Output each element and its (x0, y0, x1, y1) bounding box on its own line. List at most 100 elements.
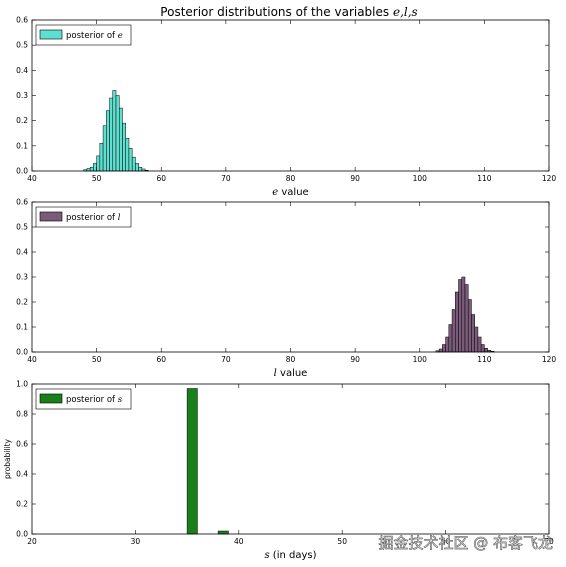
bar-l-10 (467, 299, 472, 353)
y-tick-label: 0.6 (16, 198, 28, 207)
x-tick-label: 70 (544, 537, 554, 546)
watermark-text: 掘金技术社区 @ 布客飞龙 (378, 534, 553, 552)
y-tick-label: 0.5 (16, 223, 28, 232)
bar-e-11 (118, 107, 123, 172)
bar-e-7 (106, 110, 110, 172)
x-tick-label: 40 (27, 174, 37, 183)
title-variables: e,l,s (393, 5, 418, 19)
legend-swatch (39, 393, 63, 404)
bar-l-1 (438, 348, 443, 353)
y-axis-label: probability (3, 438, 12, 479)
y-tick-label: 0.0 (16, 167, 28, 176)
plot-frame (31, 383, 550, 535)
y-tick-label: 0.5 (16, 41, 28, 50)
watermark: 掘金技术社区 @ 布客飞龙 (378, 534, 553, 553)
bar-l-13 (477, 336, 482, 353)
bar-e-15 (131, 156, 136, 172)
y-tick-label: 0.3 (16, 273, 28, 282)
bar-l-6 (455, 291, 459, 353)
x-tick-label: 110 (477, 174, 492, 183)
x-tick-label: 90 (350, 355, 360, 364)
legend-label-var: l (118, 213, 121, 223)
bar-e-9 (112, 90, 117, 172)
y-tick-label: 1.0 (16, 380, 28, 389)
x-tick-label: 120 (542, 174, 557, 183)
bar-l-4 (448, 324, 453, 353)
y-tick-label: 0.0 (16, 530, 28, 539)
y-tick-label: 0.6 (16, 440, 28, 449)
y-tick-label: 0.2 (16, 298, 28, 307)
x-axis-label: l value (274, 368, 308, 379)
bar-e-17 (138, 166, 143, 172)
legend-label: posterior of l (66, 213, 121, 223)
x-tick-label: 40 (234, 537, 244, 546)
legend-label-var: e (118, 31, 123, 41)
x-tick-label: 90 (350, 174, 360, 183)
bar-l-3 (445, 336, 450, 353)
y-tick-label: 0.8 (16, 410, 28, 419)
bar-e-5 (99, 143, 104, 172)
y-tick-label: 0.1 (16, 141, 28, 150)
legend-label-text: posterior of (66, 31, 118, 41)
y-tick-label: 0.4 (16, 248, 28, 257)
x-tick-label: 30 (131, 537, 141, 546)
legend-label-text: posterior of (66, 213, 118, 223)
x-axis-label-text: value (278, 187, 309, 198)
legend-label-text: posterior of (66, 395, 118, 405)
bar-l-12 (474, 326, 479, 353)
bar-l-14 (480, 344, 485, 353)
y-tick-label: 0.1 (16, 323, 28, 332)
x-tick-label: 60 (156, 355, 166, 364)
y-tick-label: 0.4 (16, 470, 28, 479)
bar-e-14 (128, 148, 133, 172)
bar-e-10 (115, 95, 120, 172)
x-tick-label: 60 (156, 174, 166, 183)
bar-s-1 (217, 530, 229, 535)
legend-swatch (39, 211, 63, 222)
y-tick-label: 0.3 (16, 91, 28, 100)
x-tick-label: 50 (92, 355, 102, 364)
figure-title: Posterior distributions of the variables… (160, 5, 417, 19)
y-tick-label: 0.6 (16, 16, 28, 25)
legend-swatch (39, 29, 63, 40)
x-tick-label: 70 (221, 355, 231, 364)
bar-l-5 (451, 309, 456, 353)
bar-l-2 (442, 344, 446, 353)
legend: posterior of e (35, 24, 132, 46)
x-axis-label-var: l (274, 368, 277, 379)
x-tick-label: 80 (286, 355, 296, 364)
title-prefix: Posterior distributions of the variables (160, 5, 393, 19)
legend: posterior of s (35, 388, 132, 410)
x-axis-label-text: value (277, 368, 308, 379)
bar-l-11 (471, 314, 475, 353)
y-tick-label: 0.2 (16, 500, 28, 509)
y-tick-label: 0.4 (16, 66, 28, 75)
x-tick-label: 20 (27, 537, 37, 546)
legend: posterior of l (35, 206, 132, 228)
bar-e-6 (102, 125, 107, 172)
bar-s-0 (186, 388, 198, 535)
y-tick-label: 0.0 (16, 348, 28, 357)
subplot-l-posterior: 40 50 60 70 80 90 100 110 120 0.0 0.1 0.2 0.3 0.4 0.5 0… (16, 198, 556, 380)
x-tick-label: 100 (413, 174, 428, 183)
x-tick-label: 40 (27, 355, 37, 364)
bar-l-15 (484, 348, 488, 353)
x-axis-label: e value (272, 187, 308, 198)
x-tick-label: 50 (92, 174, 102, 183)
x-tick-label: 80 (286, 174, 296, 183)
x-axis-label-var: e (272, 187, 278, 198)
bar-e-13 (125, 138, 130, 172)
y-tick-label: 0.2 (16, 116, 28, 125)
x-tick-label: 120 (542, 355, 557, 364)
bar-e-8 (109, 97, 114, 172)
bar-e-4 (96, 155, 101, 172)
legend-label-var: s (118, 395, 123, 405)
bar-e-16 (135, 163, 139, 172)
subplot-e-posterior: 40 50 60 70 80 90 100 110 120 0.0 0.1 0.2 0.3 0.4 0.5 0… (16, 16, 556, 199)
bar-e-12 (122, 122, 126, 172)
x-tick-label: 100 (413, 355, 428, 364)
x-axis-label-text: (in days) (270, 550, 317, 561)
legend-label: posterior of e (66, 31, 123, 41)
bar-e-2 (89, 166, 94, 172)
